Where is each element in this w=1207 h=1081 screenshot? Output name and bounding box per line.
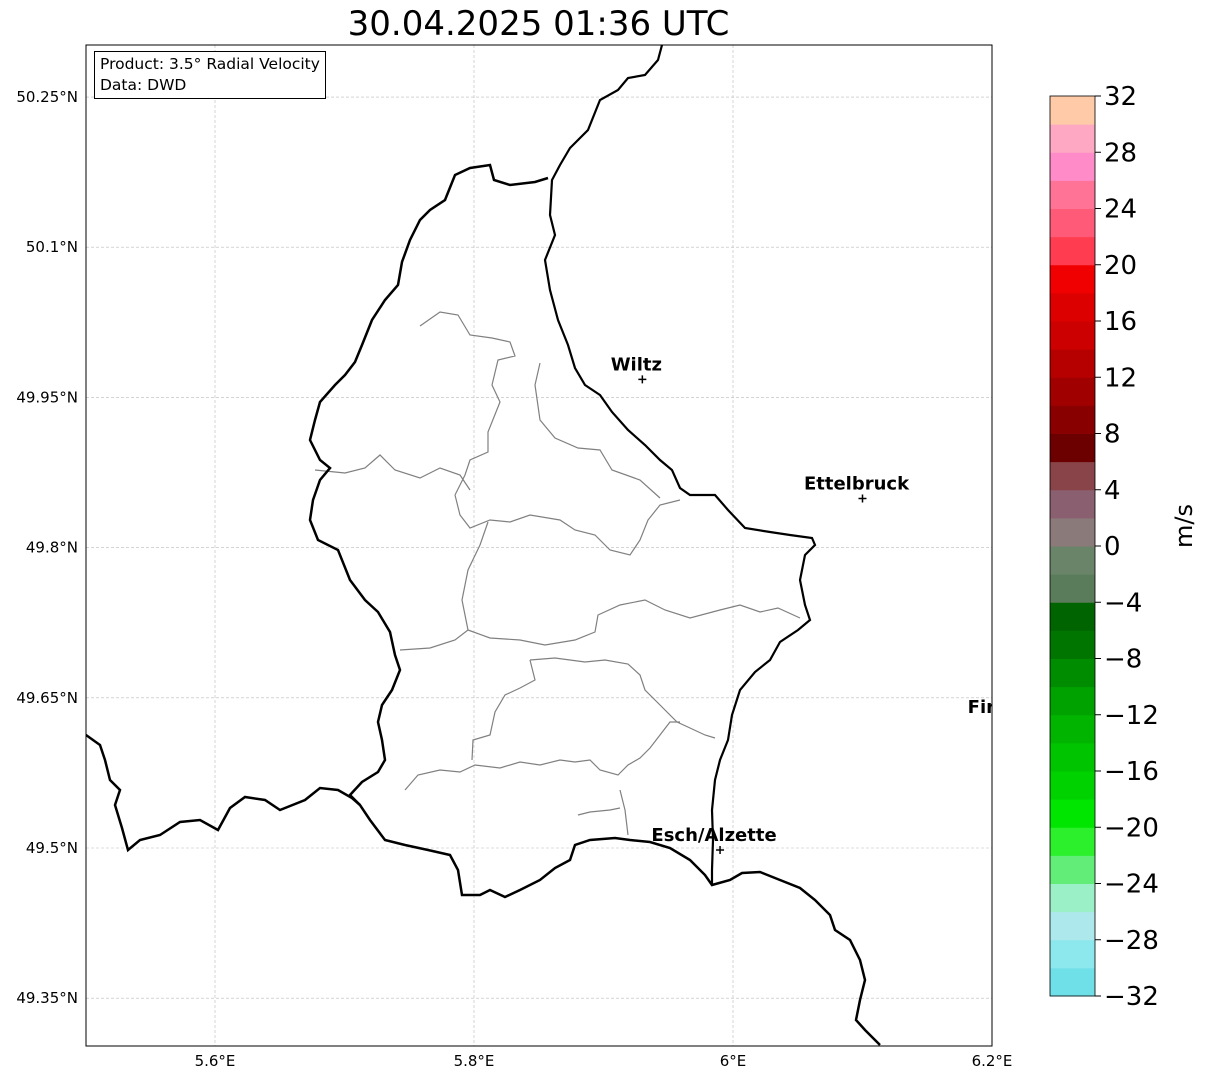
colorbar-segment: [1050, 911, 1095, 941]
map-frame: [85, 44, 993, 1047]
colorbar-tick-label: −8: [1104, 645, 1142, 675]
colorbar-segment: [1050, 517, 1095, 547]
colorbar-segment: [1050, 658, 1095, 688]
city-markers: Wiltz Ettelbruck Findel Esch/Alzette: [611, 354, 1031, 855]
colorbar-segment: [1050, 742, 1095, 772]
city-label: Ettelbruck: [804, 474, 910, 495]
colorbar-segment: [1050, 124, 1095, 153]
colorbar-segment: [1050, 236, 1095, 266]
city-marker: [716, 846, 725, 855]
lat-tick-label: 49.35°N: [16, 989, 78, 1007]
colorbar-tick-label: −16: [1104, 757, 1159, 787]
colorbar-segment: [1050, 321, 1095, 350]
colorbar-tick-label: 20: [1104, 251, 1137, 281]
colorbar-tick-label: 4: [1104, 476, 1121, 506]
colorbar-segment: [1050, 377, 1095, 406]
city-wiltz: Wiltz: [611, 354, 662, 384]
colorbar-tick-label: 0: [1104, 532, 1121, 562]
colorbar-segment: [1050, 855, 1095, 884]
colorbar-segment: [1050, 96, 1095, 125]
map-plot-area: Wiltz Ettelbruck Findel Esch/Alzette: [86, 45, 1031, 1046]
colorbar-segment: [1050, 180, 1095, 209]
colorbar-segment: [1050, 405, 1095, 434]
colorbar-segment: [1050, 771, 1095, 800]
city-label: Esch/Alzette: [651, 825, 776, 846]
colorbar-segment: [1050, 827, 1095, 856]
colorbar-tick-label: 16: [1104, 307, 1137, 337]
data-source-label: Data: DWD: [100, 76, 187, 94]
colorbar-segment: [1050, 264, 1095, 294]
lat-tick-label: 49.65°N: [16, 689, 78, 707]
colorbar-tick-label: 12: [1104, 363, 1137, 393]
city-label: Wiltz: [611, 354, 662, 375]
product-info-box: Product: 3.5° Radial Velocity Data: DWD: [94, 51, 326, 99]
lat-tick-label: 50.1°N: [26, 238, 78, 256]
colorbar-tick-label: 24: [1104, 195, 1137, 225]
boundaries: [86, 45, 881, 1046]
colorbar-segment: [1050, 574, 1095, 603]
colorbar-segment: [1050, 208, 1095, 238]
city-marker: [858, 494, 867, 503]
colorbar-tick-label: −4: [1104, 588, 1142, 618]
colorbar: 32 28 24 20 16 12 8 4 0 −4 −8 −12 −16 −20 −24 −28 −32: [1049, 82, 1159, 1012]
lat-tick-label: 50.25°N: [16, 88, 78, 106]
colorbar-segment: [1050, 714, 1095, 744]
colorbar-segment: [1050, 292, 1095, 322]
city-ettelbruck: Ettelbruck: [804, 474, 910, 503]
colorbar-tick-label: 28: [1104, 138, 1137, 168]
lat-tick-label: 49.8°N: [26, 539, 78, 557]
lat-tick-label: 49.5°N: [26, 839, 78, 857]
canton-boundaries: [314, 311, 801, 836]
colorbar-segment: [1050, 546, 1095, 575]
colorbar-tick-label: 32: [1104, 82, 1137, 112]
colorbar-segment: [1050, 461, 1095, 491]
lon-tick-label: 6.2°E: [972, 1052, 1013, 1070]
colorbar-unit-label: m/s: [1170, 504, 1198, 548]
lon-tick-label: 6°E: [720, 1052, 747, 1070]
border-fr-be: [86, 733, 361, 853]
lon-tick-label: 5.8°E: [454, 1052, 495, 1070]
lon-tick-label: 5.6°E: [195, 1052, 236, 1070]
colorbar-segment: [1050, 967, 1095, 997]
axis-tick-labels: 5.6°E5.8°E6°E6.2°E6.4°E6.6°E50.25°N50.1°…: [16, 88, 1013, 1070]
colorbar-segment: [1050, 939, 1095, 969]
colorbar-segment: [1050, 433, 1095, 463]
colorbar-segment: [1050, 686, 1095, 716]
city-findel: Findel: [968, 697, 1031, 726]
colorbar-tick-label: 8: [1104, 420, 1121, 450]
colorbar-segment: [1050, 349, 1095, 378]
colorbar-tick-label: −32: [1104, 982, 1159, 1012]
colorbar-segment: [1050, 152, 1095, 181]
city-esch-alzette: Esch/Alzette: [651, 825, 777, 855]
colorbar-segment: [1050, 602, 1095, 631]
colorbar-segment: [1050, 630, 1095, 659]
colorbar-tick-label: −12: [1104, 701, 1159, 731]
colorbar-tick-label: −28: [1104, 926, 1159, 956]
river-border-de: [543, 45, 817, 885]
city-marker: [1001, 718, 1009, 726]
colorbar-tick-label: −20: [1104, 813, 1159, 843]
colorbar-segment: [1050, 489, 1095, 519]
colorbar-tick-label: −24: [1104, 870, 1159, 900]
city-marker: [638, 375, 647, 384]
lat-tick-label: 49.95°N: [16, 388, 78, 406]
city-label: Findel: [968, 697, 1031, 718]
product-label: Product: 3.5° Radial Velocity: [100, 55, 320, 73]
map-title: 30.04.2025 01:36 UTC: [347, 4, 730, 44]
colorbar-segment: [1050, 883, 1095, 913]
border-lu-west-south: [308, 163, 881, 1046]
colorbar-segment: [1050, 799, 1095, 828]
